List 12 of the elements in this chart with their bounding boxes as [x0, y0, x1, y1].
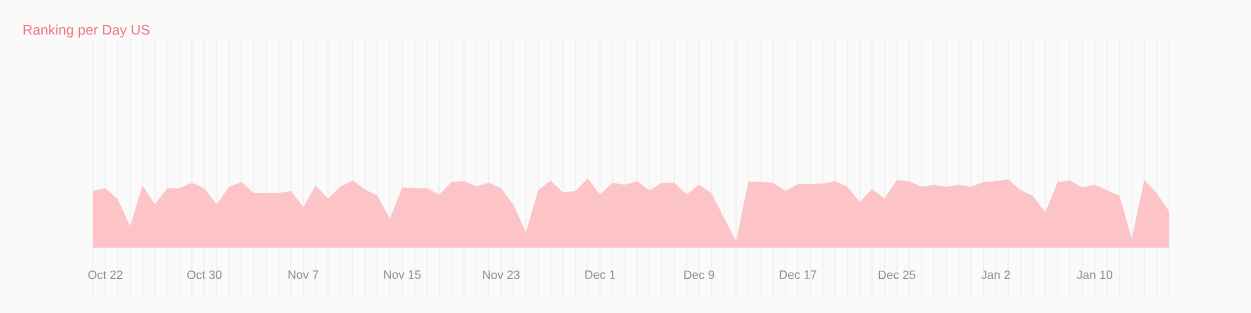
- x-tick-label: Jan 2: [981, 270, 1010, 280]
- x-tick-label: Nov 23: [483, 270, 520, 280]
- x-tick-label: Oct 30: [187, 270, 222, 280]
- x-tick-label: Nov 7: [288, 270, 319, 279]
- x-tick-label: Dec 9: [684, 270, 715, 280]
- x-tick-label: Jan 10: [1076, 270, 1113, 280]
- x-tick-label: Dec 17: [779, 270, 817, 279]
- x-tick-label: Dec 25: [878, 270, 916, 280]
- x-tick-label: Nov 15: [384, 270, 421, 279]
- chart-title: Ranking per Day US: [23, 24, 150, 38]
- x-tick-label: Oct 22: [88, 270, 123, 280]
- x-tick-label: Dec 1: [585, 270, 616, 279]
